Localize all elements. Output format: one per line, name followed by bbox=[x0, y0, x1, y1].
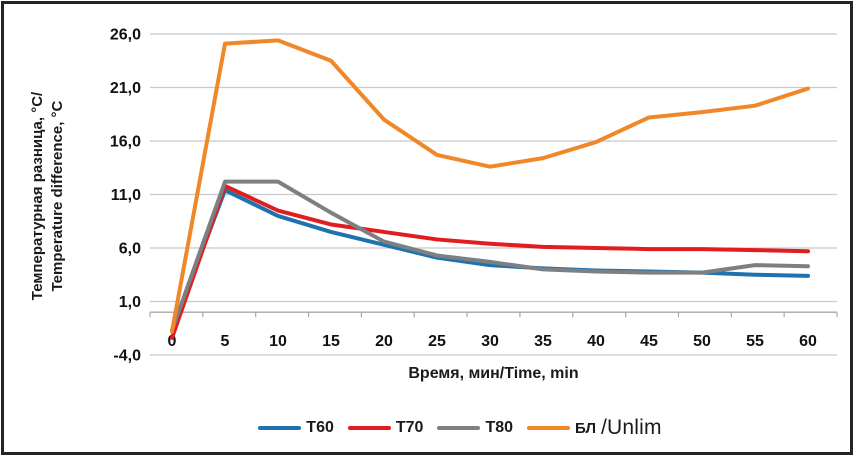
y-tick-label: 11,0 bbox=[111, 187, 141, 204]
legend-label-unlim: /Unlim bbox=[600, 416, 662, 439]
y-tick-label: 16,0 bbox=[110, 134, 141, 151]
x-tick-label: 0 bbox=[168, 333, 177, 350]
x-tick-label: 55 bbox=[746, 333, 764, 350]
legend-swatch-bl-unlim bbox=[527, 426, 571, 430]
legend-swatch-t80 bbox=[437, 426, 481, 430]
legend-label-t80: T80 bbox=[485, 419, 514, 436]
legend-label-t60: T60 bbox=[306, 419, 334, 436]
legend-item-t60: T60 bbox=[258, 419, 334, 437]
y-axis-title-line1: Температурная разница, °C/ bbox=[29, 91, 46, 301]
x-tick-label: 15 bbox=[322, 333, 340, 350]
legend-item-t70: T70 bbox=[347, 419, 424, 437]
legend: T60 T70 T80 БЛ/Unlim bbox=[120, 412, 800, 444]
x-tick-label: 50 bbox=[693, 333, 711, 350]
y-axis-title: Температурная разница, °C/ Temperature d… bbox=[28, 26, 68, 366]
legend-label-t70: T70 bbox=[395, 419, 424, 436]
x-tick-label: 40 bbox=[587, 333, 605, 350]
y-tick-label: 21,0 bbox=[110, 80, 141, 97]
legend-swatch-t60 bbox=[258, 426, 302, 430]
x-tick-label: 20 bbox=[375, 333, 393, 350]
series-line-bl-unlim bbox=[170, 38, 810, 334]
x-tick-label: 25 bbox=[428, 333, 446, 350]
x-tick-label: 45 bbox=[640, 333, 658, 350]
x-tick-label: 60 bbox=[799, 333, 817, 350]
x-tick-label: 35 bbox=[534, 333, 552, 350]
y-tick-label: -4,0 bbox=[113, 348, 141, 365]
series-line-t70 bbox=[170, 183, 810, 340]
x-tick-label: 30 bbox=[481, 333, 499, 350]
legend-label-bl: БЛ bbox=[575, 419, 596, 437]
x-tick-label: 5 bbox=[221, 333, 230, 350]
x-tick-label: 10 bbox=[269, 333, 287, 350]
y-tick-label: 1,0 bbox=[119, 294, 141, 311]
y-axis-title-line2: Temperature difference, °C bbox=[49, 100, 66, 292]
legend-item-t80: T80 bbox=[437, 419, 513, 437]
legend-swatch-t70 bbox=[347, 426, 391, 430]
y-tick-label: 6,0 bbox=[119, 241, 141, 258]
x-axis-title: Время, мин/Time, min bbox=[408, 365, 579, 382]
y-tick-label: 26,0 bbox=[110, 27, 141, 44]
legend-item-bl-unlim: БЛ/Unlim bbox=[527, 416, 662, 440]
series-line-t80 bbox=[170, 179, 810, 333]
